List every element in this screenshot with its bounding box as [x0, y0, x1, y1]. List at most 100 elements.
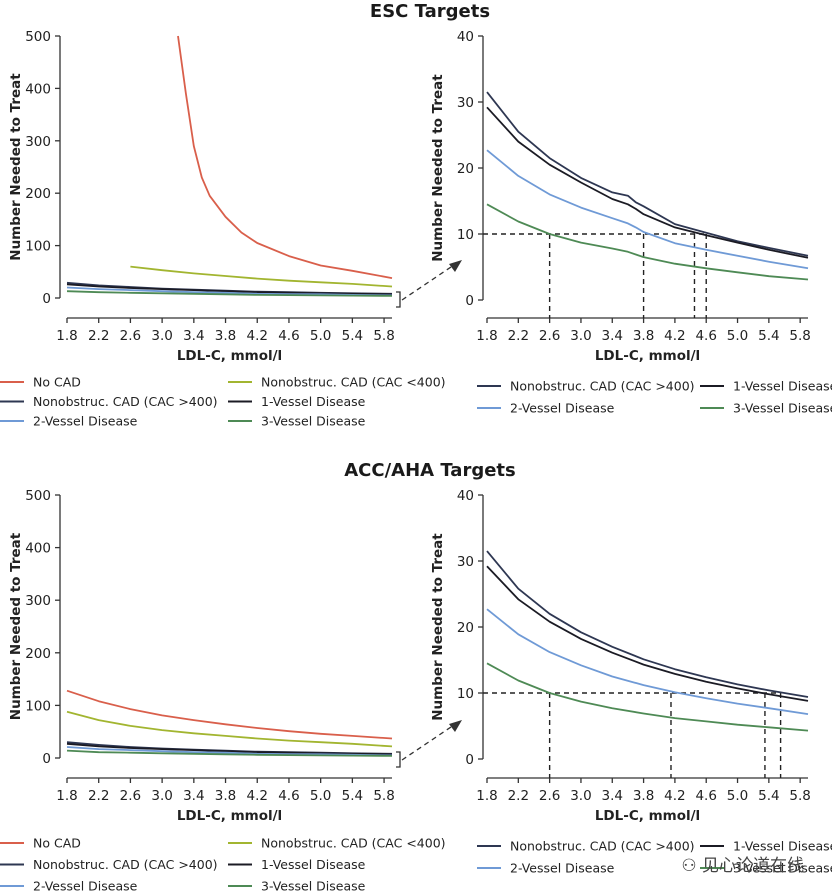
x-tick-label: 2.6 [539, 788, 560, 804]
x-tick-label: 3.8 [633, 788, 654, 804]
y-tick-label: 200 [25, 186, 51, 202]
x-tick-label: 4.2 [247, 328, 268, 344]
y-tick-label: 500 [25, 29, 51, 45]
series-line-2-vessel-disease [486, 149, 809, 270]
section-title-acc-aha: ACC/AHA Targets [344, 460, 516, 481]
x-tick-label: 3.0 [151, 328, 172, 344]
legend-label-2-vessel-disease: 2-Vessel Disease [510, 401, 615, 416]
legend-aha-right: Nonobstruc. CAD (CAC >400) 1-Vessel Disea… [477, 839, 832, 876]
series-line-nonobstruc-cad-cac-400 [486, 550, 809, 698]
chart-aha-left: 0 100 200 300 400 500 1.8 2.2 2.6 3.0 3.4 3.8 4.2 4.6… [8, 488, 395, 824]
y-tick-label: 30 [457, 95, 474, 111]
legend-label-no-cad: No CAD [33, 836, 81, 851]
x-tick-label: 5.4 [758, 788, 779, 804]
x-tick-label: 5.8 [789, 788, 810, 804]
series-line-2-vessel-disease [486, 608, 809, 715]
legend-label-3-vessel-disease: 3-Vessel Disease [733, 861, 832, 876]
x-tick-label: 3.0 [570, 328, 591, 344]
y-tick-label: 300 [25, 134, 51, 150]
zoom-bracket-esc [396, 260, 462, 308]
x-tick-label: 2.2 [88, 328, 109, 344]
legend-label-2-vessel-disease: 2-Vessel Disease [33, 879, 138, 894]
watermark: ⚇ 见心论道在线 [681, 851, 804, 876]
x-tick-label: 3.4 [183, 788, 204, 804]
legend-esc-right: Nonobstruc. CAD (CAC >400) 1-Vessel Disea… [477, 379, 832, 416]
x-axis-title: LDL-C, mmol/l [595, 348, 700, 364]
series-line-2-vessel-disease [66, 746, 393, 757]
series-line-3-vessel-disease [66, 290, 393, 297]
x-tick-label: 4.2 [664, 788, 685, 804]
x-tick-label: 3.0 [151, 788, 172, 804]
y-axis-title: Number Needed to Treat [430, 533, 446, 721]
x-tick-label: 5.0 [727, 328, 748, 344]
zoom-bracket-acc-aha [396, 720, 462, 768]
x-tick-label: 2.6 [120, 788, 141, 804]
legend-label-1-vessel-disease: 1-Vessel Disease [733, 379, 832, 394]
watermark-text: 见心论道在线 [702, 856, 804, 876]
x-tick-label: 5.0 [310, 328, 331, 344]
x-tick-label: 1.8 [476, 328, 497, 344]
x-tick-label: 4.2 [247, 788, 268, 804]
chart-esc-right: 0 10 20 30 40 1.8 2.2 2.6 3.0 3.4 3.8 4.2 4.6 5.0 5.4 5… [430, 29, 811, 364]
y-axis-title: Number Needed to Treat [8, 532, 24, 720]
y-tick-label: 10 [457, 686, 474, 702]
series-line-no-cad [177, 35, 393, 279]
x-tick-label: 5.4 [342, 328, 363, 344]
y-tick-label: 100 [25, 239, 51, 255]
series-line-3-vessel-disease [66, 749, 393, 757]
legend-label-2-vessel-disease: 2-Vessel Disease [33, 414, 138, 429]
y-tick-label: 0 [465, 293, 474, 309]
y-tick-label: 20 [457, 620, 474, 636]
legend-label-nonobstruc-cad-cac-400: Nonobstruc. CAD (CAC >400) [510, 839, 695, 854]
y-axis-title: Number Needed to Treat [8, 73, 24, 261]
x-tick-label: 2.2 [88, 788, 109, 804]
x-axis-title: LDL-C, mmol/l [177, 808, 282, 824]
y-tick-label: 500 [25, 488, 51, 504]
chat-bubble-icon: ⚇ [681, 856, 702, 876]
x-tick-label: 1.8 [476, 788, 497, 804]
y-tick-label: 100 [25, 698, 51, 714]
x-tick-label: 4.6 [695, 328, 716, 344]
y-tick-label: 200 [25, 646, 51, 662]
y-tick-label: 400 [25, 81, 51, 97]
x-tick-label: 1.8 [56, 328, 77, 344]
series-line-3-vessel-disease [486, 203, 809, 281]
x-tick-label: 4.6 [278, 328, 299, 344]
legend-label-no-cad: No CAD [33, 375, 81, 390]
series-line-2-vessel-disease [66, 286, 393, 297]
series-line-no-cad [66, 689, 393, 740]
legend-label-nonobstruc-cad-cac-400: Nonobstruc. CAD (CAC >400) [33, 394, 218, 409]
x-tick-label: 4.6 [278, 788, 299, 804]
legend-label-1-vessel-disease: 1-Vessel Disease [261, 394, 366, 409]
y-tick-label: 0 [465, 752, 474, 768]
legend-label-3-vessel-disease: 3-Vessel Disease [261, 414, 366, 429]
chart-aha-right: 0 10 20 30 40 1.8 2.2 2.6 3.0 3.4 3.8 4.2 4.6 5.0 5.4 5… [430, 488, 811, 824]
x-tick-label: 4.6 [695, 788, 716, 804]
x-tick-label: 4.2 [664, 328, 685, 344]
y-axis-title: Number Needed to Treat [430, 74, 446, 262]
series-line-1-vessel-disease [486, 565, 809, 702]
section-title-esc: ESC Targets [370, 1, 490, 22]
y-tick-label: 0 [42, 291, 51, 307]
legend-esc-left: No CAD Nonobstruc. CAD (CAC <400) Nonobstr… [0, 375, 446, 429]
legend-aha-left: No CAD Nonobstruc. CAD (CAC <400) Nonobstr… [0, 836, 446, 894]
y-tick-label: 0 [42, 751, 51, 767]
legend-label-nonobstruc-cad-cac-400: Nonobstruc. CAD (CAC >400) [33, 857, 218, 872]
x-tick-label: 5.8 [373, 328, 394, 344]
x-tick-label: 5.4 [342, 788, 363, 804]
y-tick-label: 10 [457, 227, 474, 243]
x-tick-label: 1.8 [56, 788, 77, 804]
x-tick-label: 5.8 [373, 788, 394, 804]
legend-label-1-vessel-disease: 1-Vessel Disease [261, 857, 366, 872]
legend-label-3-vessel-disease: 3-Vessel Disease [733, 401, 832, 416]
x-tick-label: 5.0 [727, 788, 748, 804]
x-tick-label: 3.4 [602, 328, 623, 344]
x-tick-label: 3.0 [570, 788, 591, 804]
legend-label-3-vessel-disease: 3-Vessel Disease [261, 879, 366, 894]
series-line-nonobstruc-cad-cac-400 [66, 710, 393, 748]
y-tick-label: 300 [25, 593, 51, 609]
x-tick-label: 3.8 [215, 788, 236, 804]
x-axis-title: LDL-C, mmol/l [177, 348, 282, 364]
series-line-nonobstruc-cad-cac-400 [486, 91, 809, 257]
x-tick-label: 5.8 [789, 328, 810, 344]
